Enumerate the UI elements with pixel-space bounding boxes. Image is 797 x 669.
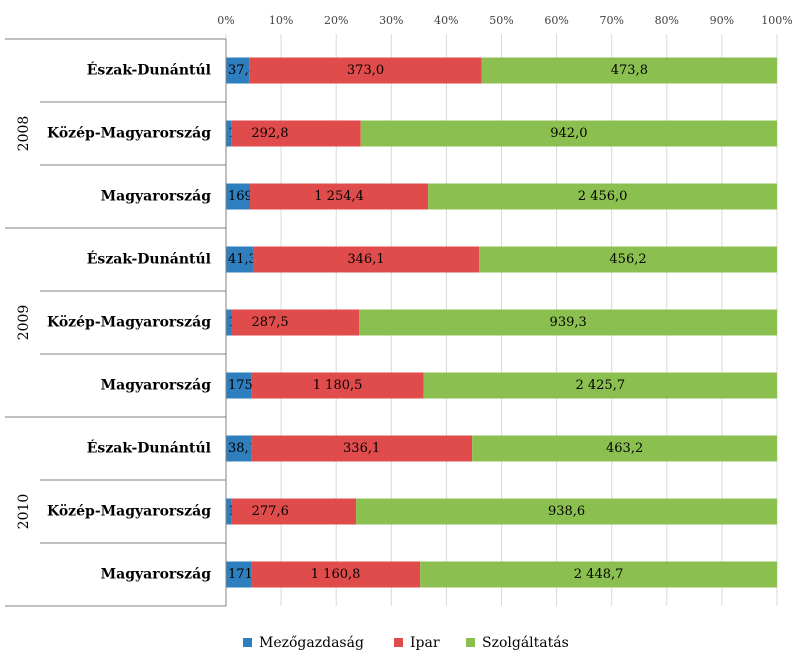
bar-segment-ipar	[249, 57, 482, 84]
category-label: Közép-Magyarország	[47, 315, 211, 331]
bar-segment-ipar	[231, 309, 360, 336]
bar-segment-ipar	[250, 183, 429, 210]
bar-segment-mezőgazdaság	[226, 246, 253, 273]
category-label: Észak-Dunántúl	[87, 250, 211, 268]
bar-segment-mezőgazdaság	[226, 372, 252, 399]
data-label: 456,2	[609, 252, 646, 267]
data-label: 938,6	[548, 504, 585, 519]
x-tick-label: 60%	[544, 14, 568, 27]
year-label: 2010	[16, 494, 32, 530]
bar-segment-szolgáltatás	[481, 57, 777, 84]
year-label: 2008	[16, 116, 32, 152]
category-label: Magyarország	[101, 567, 212, 583]
year-label: 2009	[16, 305, 32, 341]
bar-segment-szolgáltatás	[423, 372, 777, 399]
x-tick-label: 80%	[655, 14, 679, 27]
data-label: 346,1	[347, 252, 384, 267]
bar-segment-ipar	[251, 435, 473, 462]
data-label: 373,0	[347, 63, 384, 78]
x-tick-label: 40%	[434, 14, 458, 27]
bar-segment-szolgáltatás	[472, 435, 777, 462]
bar-segment-mezőgazdaság	[226, 498, 232, 525]
legend-label: Szolgáltatás	[482, 635, 569, 651]
bar-segment-ipar	[231, 498, 357, 525]
bar-segment-mezőgazdaság	[226, 57, 250, 84]
category-label: Közép-Magyarország	[47, 126, 211, 142]
bar-segment-ipar	[251, 372, 424, 399]
bar-segment-szolgáltatás	[420, 561, 777, 588]
data-label: 292,8	[251, 126, 288, 141]
legend-swatch	[394, 638, 403, 647]
category-label: Magyarország	[101, 189, 212, 205]
category-label: Észak-Dunántúl	[87, 61, 211, 79]
x-tick-label: 30%	[379, 14, 403, 27]
data-label: 1 180,5	[313, 378, 363, 393]
category-label: Magyarország	[101, 378, 212, 394]
bar-segment-ipar	[252, 246, 480, 273]
data-label: 1 254,4	[314, 189, 364, 204]
legend-label: Mezőgazdaság	[259, 635, 364, 651]
bar-segment-ipar	[231, 120, 361, 147]
data-label: 2 425,7	[575, 378, 625, 393]
bar-segment-mezőgazdaság	[226, 120, 232, 147]
bar-segment-szolgáltatás	[356, 498, 777, 525]
data-label: 2 448,7	[574, 567, 624, 582]
bar-segment-szolgáltatás	[359, 309, 777, 336]
data-label: 287,5	[251, 315, 288, 330]
bar-segment-szolgáltatás	[360, 120, 777, 147]
x-tick-label: 20%	[324, 14, 348, 27]
bar-segment-mezőgazdaság	[226, 183, 251, 210]
x-tick-label: 100%	[761, 14, 792, 27]
x-tick-label: 50%	[489, 14, 513, 27]
bar-segment-mezőgazdaság	[226, 435, 252, 462]
x-tick-label: 0%	[217, 14, 234, 27]
data-label: 939,3	[550, 315, 587, 330]
bar-segment-mezőgazdaság	[226, 561, 252, 588]
data-label: 473,8	[611, 63, 648, 78]
legend-swatch	[466, 638, 475, 647]
legend-swatch	[243, 638, 252, 647]
bar-segment-szolgáltatás	[428, 183, 777, 210]
bar-segment-szolgáltatás	[479, 246, 777, 273]
data-label: 38,1	[228, 441, 257, 456]
data-label: 463,2	[606, 441, 643, 456]
x-tick-label: 10%	[269, 14, 293, 27]
bar-segment-mezőgazdaság	[226, 309, 232, 336]
legend-label: Ipar	[410, 635, 440, 651]
data-label: 2 456,0	[578, 189, 628, 204]
x-tick-label: 90%	[710, 14, 734, 27]
data-label: 942,0	[550, 126, 587, 141]
bar-segment-ipar	[251, 561, 421, 588]
data-label: 277,6	[252, 504, 289, 519]
x-tick-label: 70%	[599, 14, 623, 27]
category-label: Közép-Magyarország	[47, 504, 211, 520]
data-label: 336,1	[343, 441, 380, 456]
data-label: 1 160,8	[311, 567, 361, 582]
category-label: Észak-Dunántúl	[87, 439, 211, 457]
data-label: 41,3	[228, 252, 257, 267]
